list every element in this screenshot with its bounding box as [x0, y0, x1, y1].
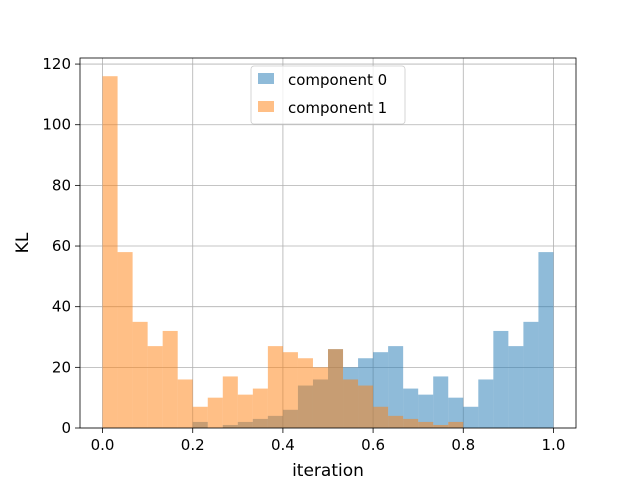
histogram-bar [523, 321, 539, 428]
x-axis-label: iteration [292, 461, 364, 480]
plot-frame [79, 57, 577, 429]
y-tick-label: 60 [52, 237, 71, 255]
y-tick-label: 120 [42, 55, 71, 73]
x-tick-label: 0.4 [271, 436, 295, 454]
histogram-bar [388, 415, 404, 428]
histogram-bar [493, 330, 509, 428]
histogram-bar [343, 379, 359, 428]
histogram-bar [222, 376, 238, 428]
x-tick-label: 0.2 [181, 436, 205, 454]
histogram-bars [102, 76, 554, 429]
legend-label-component-1: component 1 [288, 99, 387, 117]
histogram-bar [162, 330, 178, 428]
series-1-bars [102, 76, 464, 429]
histogram-bar [312, 367, 328, 428]
histogram-bar [403, 388, 419, 428]
histogram-bar [147, 346, 163, 428]
histogram-bar [282, 352, 298, 428]
histogram-bar [403, 418, 419, 428]
legend-box [250, 65, 406, 125]
histogram-bar [267, 346, 283, 428]
y-tick-label: 0 [61, 419, 71, 437]
histogram-bar [478, 379, 494, 428]
legend-swatch-component-1 [258, 101, 274, 112]
x-tick-label: 1.0 [542, 436, 566, 454]
histogram-bar [388, 346, 404, 428]
x-tick-label: 0.0 [91, 436, 115, 454]
histogram-bar [463, 406, 479, 428]
histogram-bar [448, 397, 464, 428]
axis-ticks: 0.0 0.2 0.4 0.6 0.8 1.0 0 20 40 60 80 100 120 [42, 55, 565, 454]
histogram-bar [328, 349, 344, 428]
histogram-bar [177, 379, 193, 428]
legend: component 0 component 1 [250, 65, 406, 125]
y-axis-label: KL [13, 232, 33, 253]
histogram-bar [373, 406, 389, 428]
histogram-bar [508, 346, 524, 428]
histogram-bar [433, 376, 449, 428]
histogram-bar [237, 394, 253, 428]
histogram-bar [297, 358, 313, 428]
x-tick-label: 0.6 [361, 436, 385, 454]
histogram-bar [132, 321, 148, 428]
y-tick-label: 80 [52, 176, 71, 194]
histogram-bar [418, 394, 434, 428]
legend-swatch-component-0 [258, 73, 274, 84]
histogram-bar [433, 424, 449, 428]
y-tick-label: 100 [42, 116, 71, 134]
histogram-bar [252, 388, 268, 428]
x-tick-label: 0.8 [451, 436, 475, 454]
histogram-bar [538, 252, 554, 428]
legend-label-component-0: component 0 [288, 71, 387, 89]
histogram-bar [418, 421, 434, 428]
y-tick-label: 40 [52, 298, 71, 316]
histogram-bar [192, 406, 208, 428]
histogram-bar [117, 252, 133, 428]
y-tick-label: 20 [52, 358, 71, 376]
histogram-bar [448, 421, 464, 428]
histogram-bar [207, 397, 223, 428]
histogram-bar [358, 385, 374, 428]
histogram-bar [102, 76, 118, 429]
